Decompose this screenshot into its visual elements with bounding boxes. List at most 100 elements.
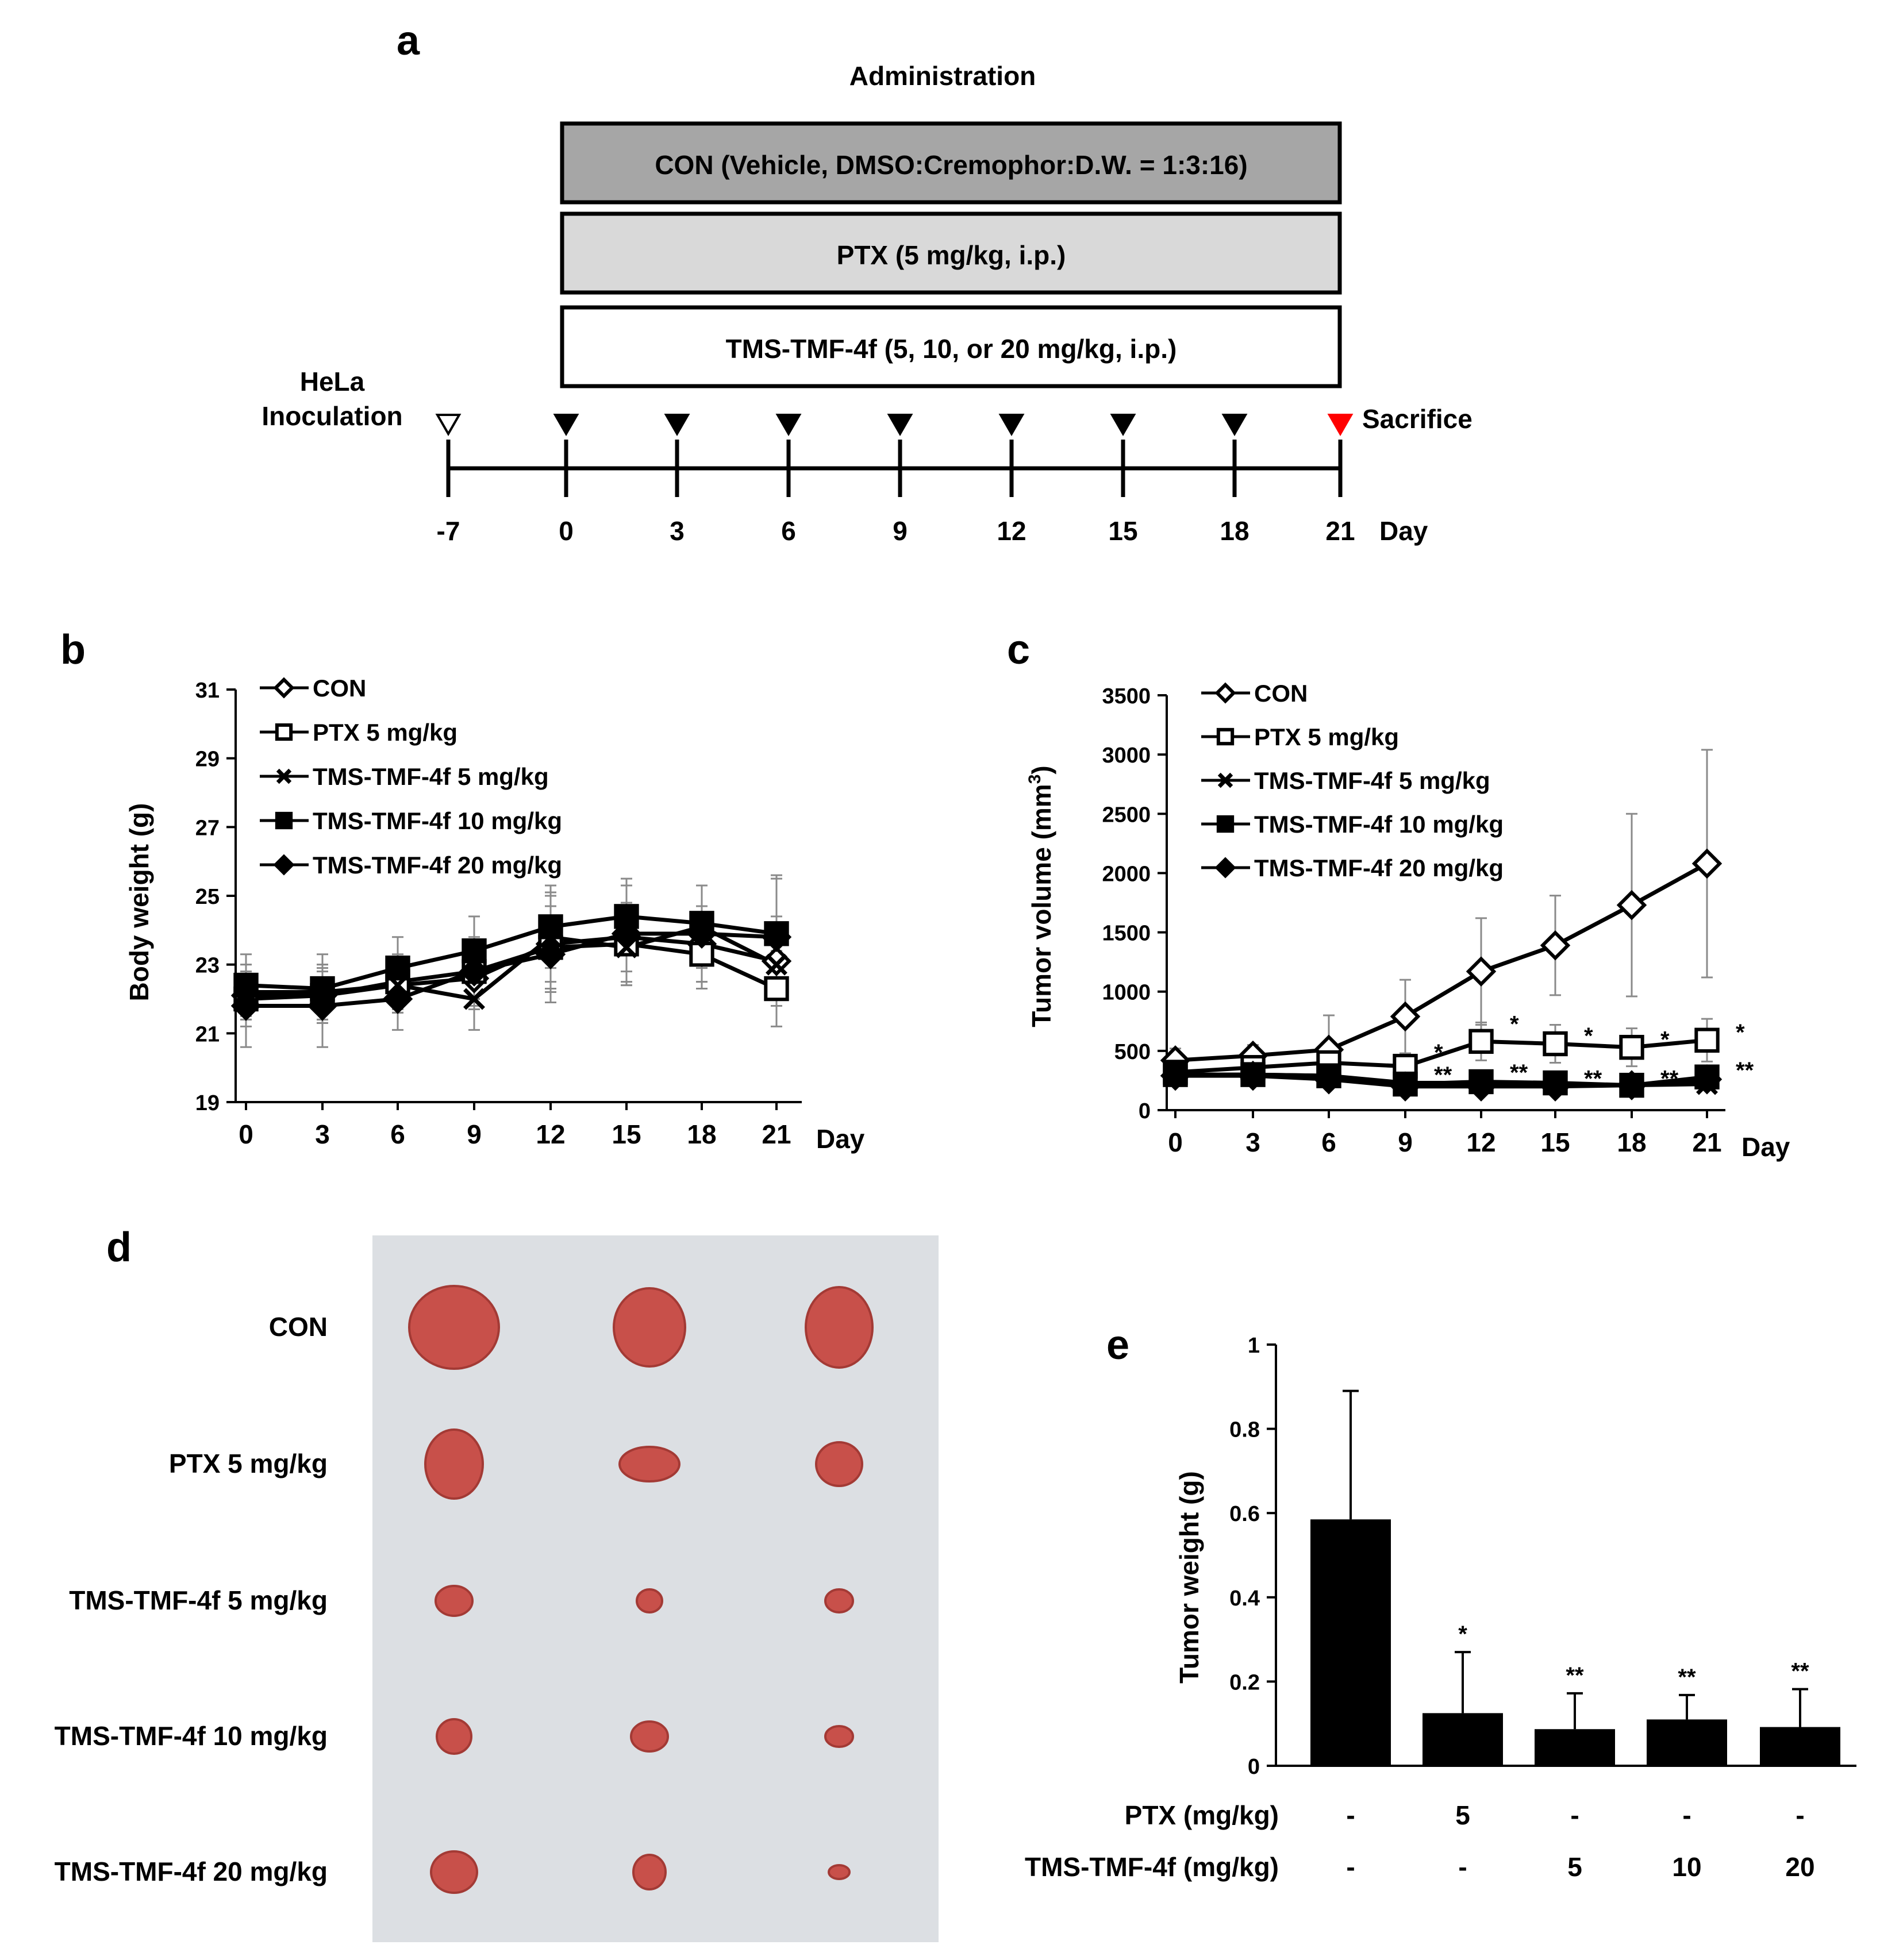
tumor-weight-significance-mark: ** xyxy=(1791,1659,1809,1684)
ptx-dose-value: 5 xyxy=(1455,1800,1470,1830)
body-weight-data-point xyxy=(382,984,413,1014)
tumor-volume-legend: CON PTX 5 mg/kg TMS-TMF-4f 5 mg/kg TMS-TMF-… xyxy=(1201,680,1504,881)
tumor-volume-data-point xyxy=(1390,1001,1421,1032)
timeline-day-label: 9 xyxy=(893,516,908,546)
con-vehicle-box xyxy=(560,121,1342,205)
body-weight-axes: 19 21 23 25 27 29 31 0 3 6 9 12 15 18 21 xyxy=(195,679,802,1149)
tumor-row-label: TMS-TMF-4f 10 mg/kg xyxy=(55,1721,328,1751)
tumor-volume-data-point xyxy=(1237,1060,1268,1091)
timeline-day-label: -7 xyxy=(437,516,460,546)
tumor-volume-data-point xyxy=(1160,1060,1191,1091)
legend-marker xyxy=(1216,727,1235,746)
tumor-weight-significance-mark: ** xyxy=(1566,1663,1584,1688)
tms-dose-value: 20 xyxy=(1785,1852,1814,1882)
timeline-day-labels: -7 0 3 6 9 12 15 18 21 xyxy=(437,516,1355,546)
legend-label: TMS-TMF-4f 20 mg/kg xyxy=(1254,854,1504,881)
tumor-specimen xyxy=(430,1850,478,1894)
timeline-markers xyxy=(435,414,1354,437)
body-weight-data-point xyxy=(761,946,792,976)
panel-a-timeline: a Administration CON (Vehicle, DMSO:Crem… xyxy=(262,18,1472,546)
body-weight-y-tick-label: 23 xyxy=(195,954,220,978)
body-weight-data-point xyxy=(307,991,338,1021)
tumor-weight-bar xyxy=(1760,1727,1840,1766)
body-weight-data-point-stroke-2 xyxy=(766,953,787,976)
tumor-row-label: TMS-TMF-4f 20 mg/kg xyxy=(55,1857,328,1886)
tumor-volume-y-tick-label: 0 xyxy=(1139,1099,1151,1123)
significance-mark: ** xyxy=(1510,1060,1528,1085)
panel-e-tumor-weight-chart: e Tumor weight (g) *** ** ** 00.20.40.60.8… xyxy=(1025,1322,1856,1882)
significance-mark: * xyxy=(1736,1020,1745,1045)
tumor-volume-x-tick-label: 15 xyxy=(1540,1127,1570,1157)
body-weight-legend: CON PTX 5 mg/kg TMS-TMF-4f 5 mg/kg TMS-TMF-… xyxy=(260,675,562,879)
legend-label: TMS-TMF-4f 10 mg/kg xyxy=(313,807,562,834)
legend-marker xyxy=(1217,772,1233,788)
tms-dose-value: 5 xyxy=(1567,1852,1582,1882)
tumor-volume-data-point xyxy=(1694,1027,1720,1053)
timeline-day-unit: Day xyxy=(1379,516,1428,546)
tumor-volume-data-point xyxy=(1543,1031,1568,1057)
tumor-weight-bar xyxy=(1647,1719,1727,1766)
body-weight-data-point xyxy=(764,976,789,1002)
legend-marker xyxy=(276,768,292,784)
body-weight-x-tick-label: 12 xyxy=(536,1119,565,1149)
tumor-volume-data-point xyxy=(1691,848,1723,879)
treatment-table: PTX (mg/kg) TMS-TMF-4f (mg/kg) - 5 - - - - - 5 10 2… xyxy=(1025,1800,1815,1882)
timeline-day-label: 21 xyxy=(1325,516,1355,546)
tumor-volume-data-point xyxy=(1466,956,1497,987)
tumor-volume-y-tick-label: 2500 xyxy=(1102,803,1151,827)
body-weight-data-point xyxy=(538,914,563,939)
tumor-weight-significance-mark: ** xyxy=(1678,1665,1696,1690)
legend-marker xyxy=(273,854,295,876)
tumor-weight-y-tick-label: 0.6 xyxy=(1229,1502,1260,1526)
body-weight-series-line xyxy=(246,925,778,1002)
timeline-day-label: 15 xyxy=(1108,516,1137,546)
timeline-day-label: 6 xyxy=(781,516,796,546)
legend-label: CON xyxy=(313,675,366,702)
panel-d-tumor-photo: d CON PTX 5 mg/kg TMS-TMF-4f 5 mg/kg TMS-TM… xyxy=(55,1224,939,1942)
body-weight-data-point xyxy=(463,988,485,1010)
sacrifice-label: Sacrifice xyxy=(1362,404,1473,434)
tumor-volume-significance: *************** xyxy=(1434,1011,1754,1091)
legend-label: CON xyxy=(1254,680,1308,707)
body-weight-x-tick-label: 6 xyxy=(390,1119,405,1149)
body-weight-data-point xyxy=(535,939,566,969)
body-weight-y-tick-label: 25 xyxy=(195,885,220,909)
tumor-specimen xyxy=(408,1285,500,1370)
tumor-volume-markers xyxy=(1160,848,1723,1102)
tms-box xyxy=(560,305,1342,388)
body-weight-markers xyxy=(230,904,792,1021)
tms-dose-row-label: TMS-TMF-4f (mg/kg) xyxy=(1025,1852,1279,1882)
tumor-volume-y-tick-label: 1500 xyxy=(1102,922,1151,946)
tumor-volume-y-label: Tumor volume (mm3) xyxy=(1025,765,1056,1027)
legend-label: PTX 5 mg/kg xyxy=(313,719,457,746)
tms-dose-value: - xyxy=(1458,1852,1467,1882)
inoculation-label-line1: HeLa xyxy=(300,367,365,396)
body-weight-data-point-stroke-2 xyxy=(463,988,485,1010)
tumor-volume-data-point xyxy=(1619,1034,1644,1060)
tumor-volume-data-point xyxy=(1390,1071,1421,1102)
tumor-weight-y-label: Tumor weight (g) xyxy=(1174,1471,1204,1684)
tumor-volume-y-tick-label: 2000 xyxy=(1102,862,1151,886)
body-weight-y-tick-label: 29 xyxy=(195,748,220,772)
legend-label: TMS-TMF-4f 10 mg/kg xyxy=(1254,811,1504,838)
tumor-volume-x-tick-label: 9 xyxy=(1398,1127,1413,1157)
dose-marker-day-12 xyxy=(998,414,1025,437)
tumor-volume-data-point xyxy=(1468,1029,1494,1054)
legend-label: TMS-TMF-4f 20 mg/kg xyxy=(313,852,562,879)
legend-marker-stroke-2 xyxy=(276,768,292,784)
legend-marker xyxy=(275,811,293,830)
dose-marker-day-0 xyxy=(553,414,579,437)
body-weight-x-tick-label: 15 xyxy=(612,1119,641,1149)
body-weight-y-tick-label: 27 xyxy=(195,816,220,840)
tumor-volume-x-label: Day xyxy=(1741,1132,1790,1162)
ptx-box-label: PTX (5 mg/kg, i.p.) xyxy=(837,240,1066,270)
timeline-day-label: 12 xyxy=(997,516,1026,546)
body-weight-x-tick-label: 3 xyxy=(315,1119,330,1149)
tumor-weight-significance-mark: * xyxy=(1458,1622,1467,1647)
con-vehicle-box-label: CON (Vehicle, DMSO:Cremophor:D.W. = 1:3:… xyxy=(655,150,1247,180)
tumor-row-label: PTX 5 mg/kg xyxy=(169,1449,328,1478)
tumor-volume-data-point xyxy=(1540,1071,1571,1102)
tumor-volume-x-tick-label: 3 xyxy=(1245,1127,1260,1157)
body-weight-y-tick-label: 31 xyxy=(195,679,220,703)
panel-b-letter: b xyxy=(60,627,86,673)
